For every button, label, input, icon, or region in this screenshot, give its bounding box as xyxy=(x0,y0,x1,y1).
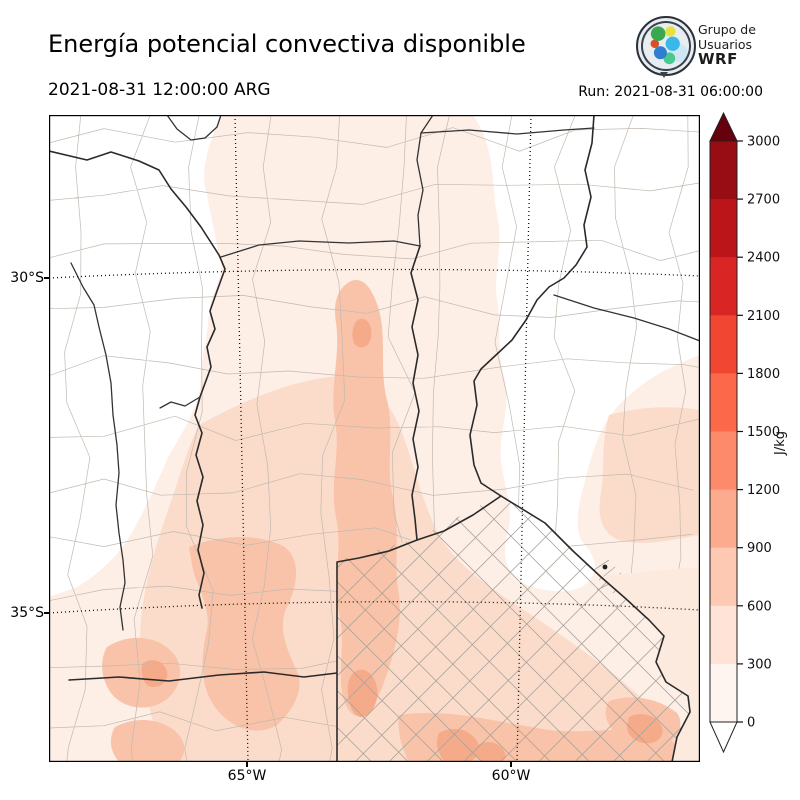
svg-text:900: 900 xyxy=(747,541,772,556)
department-borders-mesh xyxy=(49,115,700,762)
svg-text:2400: 2400 xyxy=(747,251,780,266)
latlon-gridlines xyxy=(49,115,700,762)
border-nw-diagonal xyxy=(49,150,226,609)
svg-text:2100: 2100 xyxy=(747,309,780,324)
province-borders xyxy=(49,115,700,762)
gridline-30s xyxy=(49,268,700,279)
colorbar-unit-label: J/kg xyxy=(773,431,788,456)
wrf-globe-logo-icon xyxy=(636,16,696,76)
cape-map xyxy=(49,115,700,762)
cape-level3-southwest xyxy=(189,536,300,731)
logo-line-1: Grupo de xyxy=(698,22,756,37)
cape-level4-spots xyxy=(141,318,663,762)
map-canvas xyxy=(49,115,700,762)
lat-label-30s: 30°S xyxy=(10,270,44,286)
colorbar: 3000 2700 2400 2100 1800 1500 1200 900 600 300 0 J… xyxy=(706,107,800,767)
svg-text:1800: 1800 xyxy=(747,367,780,382)
logo-line-3: WRF xyxy=(698,50,738,68)
tick-65w xyxy=(246,762,248,767)
gridline-35s xyxy=(49,601,700,614)
cape-level3-west1 xyxy=(102,637,181,708)
svg-text:300: 300 xyxy=(747,657,772,672)
svg-text:0: 0 xyxy=(747,716,755,731)
border-parana-river-coast xyxy=(469,115,691,762)
page-title: Energía potencial convectiva disponible xyxy=(48,30,526,58)
run-time-label: Run: 2021-08-31 06:00:00 xyxy=(578,84,763,100)
cape-level2-entre-rios xyxy=(599,407,700,543)
lon-label-60w: 60°W xyxy=(491,768,531,784)
svg-text:1500: 1500 xyxy=(747,425,780,440)
border-cordoba-santafe xyxy=(410,245,502,541)
colorbar-segments xyxy=(709,111,738,754)
lon-label-65w: 65°W xyxy=(227,768,267,784)
logo-text: Grupo de Usuarios WRF xyxy=(698,22,756,67)
tick-60w xyxy=(510,762,512,767)
svg-text:600: 600 xyxy=(747,599,772,614)
border-corrientes-entrerios xyxy=(553,294,700,342)
svg-text:2700: 2700 xyxy=(747,193,780,208)
zero-cape-northwest xyxy=(49,115,222,597)
lat-label-35s: 35°S xyxy=(10,605,44,621)
valid-time-label: 2021-08-31 12:00:00 ARG xyxy=(48,80,271,100)
rio-de-la-plata-sea xyxy=(601,567,700,762)
svg-text:1200: 1200 xyxy=(747,483,780,498)
tick-35s xyxy=(44,612,49,614)
zero-cape-northeast xyxy=(473,115,700,592)
tick-30s xyxy=(44,277,49,279)
cape-level3-cordoba-band xyxy=(333,279,400,717)
svg-text:3000: 3000 xyxy=(747,135,780,150)
logo-line-2: Usuarios xyxy=(698,37,753,52)
map-frame xyxy=(49,115,700,762)
cape-level3-west2 xyxy=(110,720,185,762)
border-la-pampa xyxy=(68,539,418,762)
logo-ribbon-icon xyxy=(660,72,668,78)
